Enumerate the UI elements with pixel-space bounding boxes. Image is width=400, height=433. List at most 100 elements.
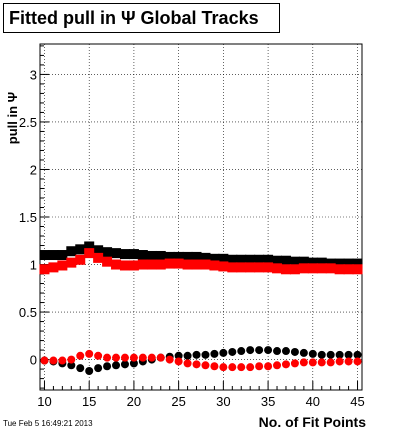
data-point-series-2	[67, 361, 76, 370]
data-point-series-3	[353, 357, 362, 366]
data-point-series-3	[129, 353, 138, 362]
x-tick-label: 45	[350, 394, 364, 409]
data-point-series-1	[93, 252, 104, 263]
data-point-series-1	[128, 260, 139, 271]
data-point-series-0	[182, 251, 193, 262]
data-point-series-3	[344, 357, 353, 366]
data-point-series-2	[201, 350, 210, 359]
data-point-series-3	[201, 361, 210, 370]
data-point-series-0	[173, 251, 184, 262]
data-point-series-3	[76, 351, 85, 360]
data-point-series-1	[102, 256, 113, 267]
data-point-series-1	[236, 262, 247, 273]
data-point-series-3	[264, 362, 273, 371]
data-point-series-2	[210, 349, 219, 358]
data-point-series-2	[326, 350, 335, 359]
y-tick-label: 1.5	[19, 210, 37, 225]
data-point-series-2	[255, 346, 264, 355]
data-point-series-1	[325, 263, 336, 274]
data-point-series-0	[111, 248, 122, 259]
data-point-series-2	[353, 350, 362, 359]
data-point-series-3	[335, 357, 344, 366]
data-point-series-3	[174, 357, 183, 366]
data-point-series-1	[200, 259, 211, 270]
data-point-series-2	[94, 364, 103, 373]
data-point-series-1	[173, 258, 184, 269]
x-axis-label: No. of Fit Points	[259, 414, 367, 430]
data-point-series-0	[209, 253, 220, 264]
data-point-series-2	[335, 350, 344, 359]
data-point-series-2	[76, 364, 85, 373]
data-point-series-1	[218, 261, 229, 272]
data-marks	[39, 241, 363, 375]
data-point-series-3	[40, 356, 49, 365]
chart-title-box: Fitted pull in Ψ Global Tracks	[3, 3, 280, 33]
data-point-series-0	[298, 256, 309, 267]
data-point-series-3	[147, 353, 156, 362]
data-point-series-0	[84, 241, 95, 252]
data-point-series-2	[85, 366, 94, 375]
data-point-series-3	[156, 353, 165, 362]
data-point-series-1	[84, 248, 95, 259]
grid-lines	[40, 44, 362, 390]
x-tick-label: 10	[37, 394, 51, 409]
data-point-series-0	[155, 250, 166, 261]
data-point-series-3	[281, 360, 290, 369]
data-point-series-0	[200, 252, 211, 263]
data-point-series-3	[255, 362, 264, 371]
data-point-series-0	[75, 244, 86, 255]
data-point-series-3	[183, 359, 192, 368]
data-point-series-3	[219, 363, 228, 372]
data-point-series-3	[210, 362, 219, 371]
data-point-series-3	[67, 355, 76, 364]
data-point-series-0	[334, 258, 345, 269]
data-point-series-0	[191, 251, 202, 262]
data-point-series-2	[183, 351, 192, 360]
data-point-series-1	[245, 262, 256, 273]
data-point-series-0	[227, 254, 238, 265]
data-point-series-1	[75, 254, 86, 265]
data-point-series-3	[326, 358, 335, 367]
data-point-series-0	[245, 254, 256, 265]
x-tick-label: 15	[82, 394, 96, 409]
y-tick-label: 0	[30, 353, 37, 368]
data-point-series-3	[317, 358, 326, 367]
data-point-series-1	[48, 262, 59, 273]
data-point-series-1	[146, 259, 157, 270]
data-point-series-0	[119, 249, 130, 260]
data-point-series-0	[289, 256, 300, 267]
data-point-series-0	[218, 253, 229, 264]
data-point-series-0	[93, 245, 104, 256]
data-point-series-3	[228, 363, 237, 372]
data-point-series-3	[49, 356, 58, 365]
data-point-series-0	[66, 246, 77, 257]
data-point-series-1	[343, 264, 354, 275]
data-point-series-0	[263, 254, 274, 265]
data-point-series-3	[112, 353, 121, 362]
data-point-series-2	[219, 348, 228, 357]
data-point-series-1	[164, 258, 175, 269]
data-point-series-1	[155, 259, 166, 270]
data-point-series-0	[128, 249, 139, 260]
data-point-series-1	[227, 262, 238, 273]
data-point-series-3	[237, 363, 246, 372]
data-point-series-2	[120, 360, 129, 369]
data-point-series-0	[352, 258, 363, 269]
data-point-series-1	[254, 262, 265, 273]
data-point-series-1	[119, 260, 130, 271]
x-tick-label: 30	[216, 394, 230, 409]
data-point-series-3	[138, 353, 147, 362]
data-point-series-2	[344, 350, 353, 359]
data-point-series-1	[307, 263, 318, 274]
data-point-series-3	[308, 358, 317, 367]
data-point-series-3	[94, 351, 103, 360]
data-point-series-1	[182, 259, 193, 270]
y-tick-label: 2	[30, 162, 37, 177]
data-point-series-2	[228, 347, 237, 356]
data-point-series-3	[120, 353, 129, 362]
y-tick-label: 0.5	[19, 305, 37, 320]
timestamp: Tue Feb 5 16:49:21 2013	[3, 419, 93, 428]
data-point-series-3	[246, 363, 255, 372]
x-tick-label: 20	[127, 394, 141, 409]
